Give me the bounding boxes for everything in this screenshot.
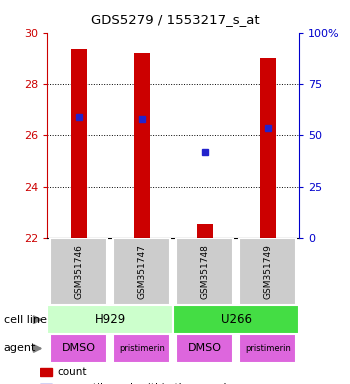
Text: DMSO: DMSO — [188, 343, 222, 354]
Text: GSM351749: GSM351749 — [263, 244, 272, 299]
Bar — [113, 334, 170, 363]
Bar — [239, 238, 296, 305]
Bar — [40, 368, 52, 376]
Text: GSM351746: GSM351746 — [74, 244, 83, 299]
Bar — [47, 305, 173, 334]
Text: count: count — [57, 367, 87, 377]
Bar — [50, 334, 107, 363]
Text: pristimerin: pristimerin — [245, 344, 291, 353]
Bar — [197, 224, 213, 238]
Bar — [260, 58, 276, 238]
Text: agent: agent — [4, 343, 36, 354]
Bar — [176, 238, 233, 305]
Bar — [71, 49, 87, 238]
Bar — [134, 53, 150, 238]
Text: pristimerin: pristimerin — [119, 344, 165, 353]
Text: GSM351747: GSM351747 — [137, 244, 146, 299]
Text: H929: H929 — [94, 313, 126, 326]
Text: cell line: cell line — [4, 314, 47, 325]
Text: percentile rank within the sample: percentile rank within the sample — [57, 382, 233, 384]
Bar — [239, 334, 296, 363]
Text: GSM351748: GSM351748 — [200, 244, 209, 299]
Bar — [50, 238, 107, 305]
Bar — [173, 305, 299, 334]
Bar — [176, 334, 233, 363]
Bar — [113, 238, 170, 305]
Text: GDS5279 / 1553217_s_at: GDS5279 / 1553217_s_at — [91, 13, 259, 26]
Text: U266: U266 — [221, 313, 252, 326]
Text: DMSO: DMSO — [62, 343, 96, 354]
